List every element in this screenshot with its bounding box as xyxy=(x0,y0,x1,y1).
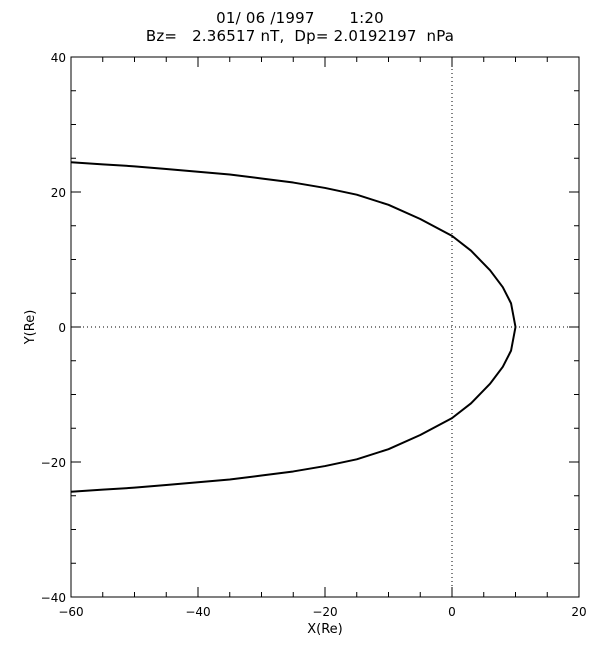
x-tick-label: 20 xyxy=(571,605,586,619)
magnetopause-boundary-line-0 xyxy=(70,161,517,493)
x-tick-label: −60 xyxy=(58,605,83,619)
chart-title-parameters: Bz= 2.36517 nT, Dp= 2.0192197 nPa xyxy=(145,27,455,45)
x-tick-label: −40 xyxy=(185,605,210,619)
chart-title-date-time: 01/ 06 /1997 1:20 xyxy=(216,9,384,27)
x-tick-label: 0 xyxy=(448,605,456,619)
y-tick-label: 0 xyxy=(58,321,66,335)
y-tick-label: −20 xyxy=(41,456,66,470)
series-layer xyxy=(70,161,517,493)
x-axis-label: X(Re) xyxy=(307,622,343,637)
y-tick-label: −40 xyxy=(41,591,66,605)
y-tick-label: 20 xyxy=(51,186,66,200)
y-axis-label: Y(Re) xyxy=(23,310,38,346)
reference-lines xyxy=(71,57,579,597)
y-tick-label: 40 xyxy=(51,51,66,65)
x-tick-label: −20 xyxy=(312,605,337,619)
axis-ticks xyxy=(70,56,580,598)
